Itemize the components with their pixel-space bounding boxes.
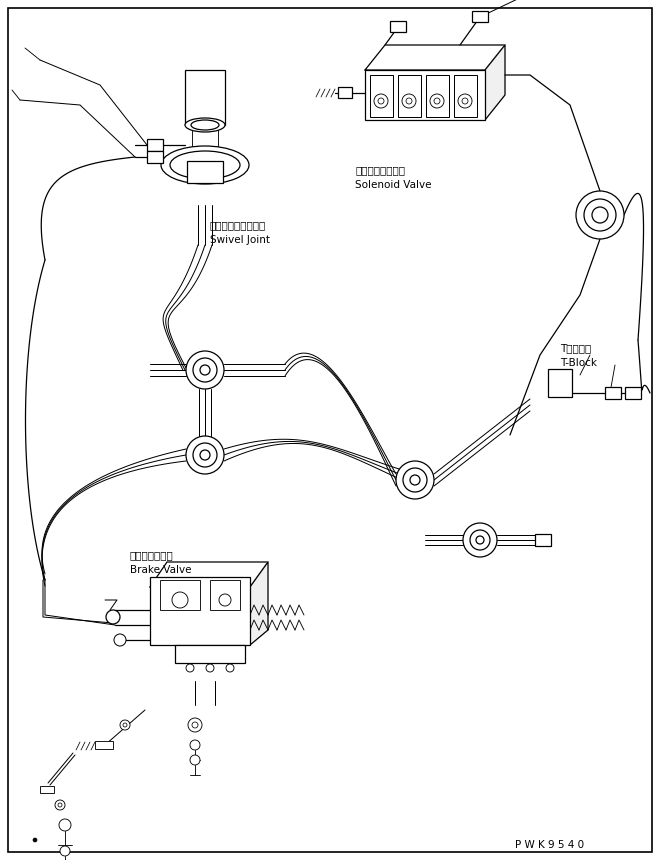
- Polygon shape: [485, 45, 505, 120]
- Circle shape: [200, 365, 210, 375]
- Text: P W K 9 5 4 0: P W K 9 5 4 0: [515, 840, 584, 850]
- Bar: [472, 11, 488, 22]
- Bar: [175, 645, 245, 663]
- Circle shape: [120, 720, 130, 730]
- Circle shape: [172, 592, 188, 608]
- Ellipse shape: [170, 151, 240, 179]
- Text: T-Block: T-Block: [560, 358, 597, 368]
- Circle shape: [186, 436, 224, 474]
- Circle shape: [410, 475, 420, 485]
- Text: スイベルジョイント: スイベルジョイント: [210, 220, 266, 230]
- Circle shape: [114, 634, 126, 646]
- Circle shape: [406, 98, 412, 104]
- Circle shape: [403, 468, 427, 492]
- Circle shape: [378, 98, 384, 104]
- Polygon shape: [150, 562, 268, 587]
- Ellipse shape: [191, 120, 219, 130]
- Text: Brake Valve: Brake Valve: [130, 565, 191, 575]
- Circle shape: [55, 800, 65, 810]
- Bar: [95, 741, 113, 749]
- Circle shape: [576, 191, 624, 239]
- Circle shape: [193, 443, 217, 467]
- Bar: [426, 75, 449, 117]
- Polygon shape: [250, 562, 268, 645]
- Circle shape: [396, 461, 434, 499]
- Circle shape: [60, 846, 70, 856]
- Circle shape: [33, 838, 37, 842]
- Circle shape: [193, 358, 217, 382]
- Circle shape: [206, 664, 214, 672]
- Bar: [187, 161, 223, 183]
- Bar: [390, 21, 406, 32]
- Circle shape: [106, 610, 120, 624]
- Circle shape: [402, 94, 416, 108]
- Circle shape: [476, 536, 484, 544]
- Text: ブレーキバルブ: ブレーキバルブ: [130, 550, 174, 560]
- Circle shape: [470, 530, 490, 550]
- Circle shape: [186, 664, 194, 672]
- Text: Tブロック: Tブロック: [560, 343, 591, 353]
- Bar: [210, 580, 240, 610]
- Bar: [338, 87, 352, 98]
- Circle shape: [434, 98, 440, 104]
- Bar: [370, 75, 393, 117]
- Circle shape: [430, 94, 444, 108]
- Bar: [147, 151, 163, 163]
- Circle shape: [190, 740, 200, 750]
- Bar: [398, 75, 421, 117]
- Ellipse shape: [185, 118, 225, 132]
- Circle shape: [226, 664, 234, 672]
- Bar: [147, 139, 163, 151]
- Circle shape: [200, 450, 210, 460]
- Circle shape: [192, 722, 198, 728]
- Bar: [625, 387, 641, 399]
- Circle shape: [123, 723, 127, 727]
- Text: Solenoid Valve: Solenoid Valve: [355, 180, 432, 190]
- Ellipse shape: [161, 146, 249, 184]
- Circle shape: [463, 523, 497, 557]
- Bar: [365, 70, 485, 120]
- Circle shape: [190, 755, 200, 765]
- Circle shape: [592, 207, 608, 223]
- Bar: [160, 580, 200, 610]
- Text: Swivel Joint: Swivel Joint: [210, 235, 270, 245]
- Circle shape: [59, 819, 71, 831]
- Polygon shape: [365, 45, 505, 70]
- Circle shape: [219, 594, 231, 606]
- Bar: [454, 75, 477, 117]
- Circle shape: [186, 351, 224, 389]
- Bar: [548, 369, 572, 397]
- Circle shape: [462, 98, 468, 104]
- Circle shape: [58, 803, 62, 807]
- Circle shape: [458, 94, 472, 108]
- Text: ソレノイドバルブ: ソレノイドバルブ: [355, 165, 405, 175]
- Bar: [605, 387, 621, 399]
- Circle shape: [188, 718, 202, 732]
- Bar: [185, 70, 225, 125]
- Bar: [150, 577, 250, 645]
- Circle shape: [374, 94, 388, 108]
- Circle shape: [584, 199, 616, 231]
- Bar: [535, 534, 551, 546]
- Bar: [40, 786, 54, 793]
